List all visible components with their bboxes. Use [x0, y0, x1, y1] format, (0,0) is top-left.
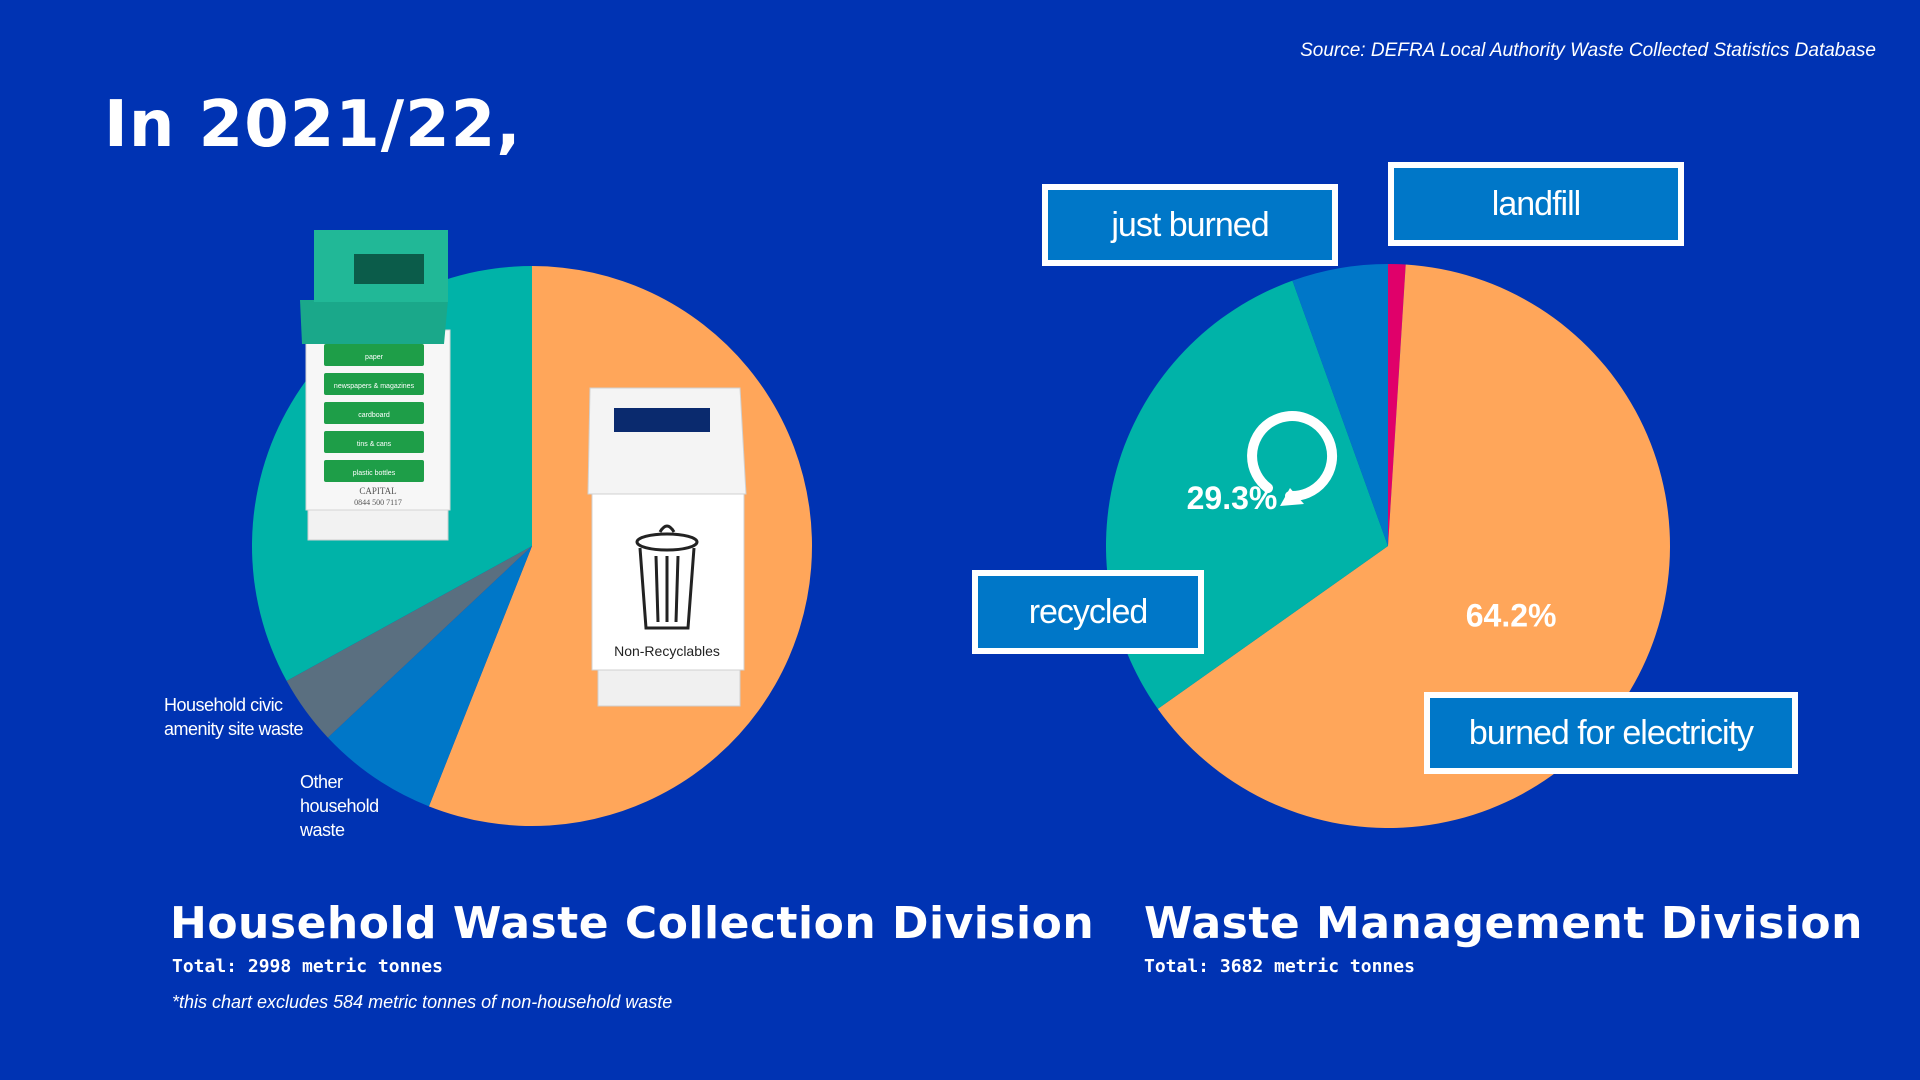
- tag-landfill: landfill: [1388, 162, 1684, 246]
- tag-recycled: recycled: [972, 570, 1204, 654]
- pie-slice-landfill: [1388, 264, 1406, 546]
- pie-slice-other-household-waste: [327, 546, 532, 807]
- pie-label-burned-for-electricity: 64.2%: [1466, 598, 1557, 634]
- bin-label-text: paper: [365, 354, 384, 361]
- tag-burned-for-electricity: burned for electricity: [1424, 692, 1798, 774]
- tag-just-burned: just burned: [1042, 184, 1338, 266]
- non-recyclables-bin-image: Non-Recyclables: [587, 387, 747, 707]
- management-division-title: Waste Management Division: [1144, 898, 1863, 949]
- headline: In 2021/22,: [104, 88, 522, 162]
- bin-brand: CAPITAL: [359, 486, 396, 496]
- bin-label-row: [324, 344, 424, 366]
- management-division-total: Total: 3682 metric tonnes: [1144, 956, 1415, 977]
- bin-phone: 0844 500 7117: [354, 498, 402, 507]
- bin-label-text: tins & cans: [357, 441, 392, 448]
- bin-label-text: plastic bottles: [353, 470, 396, 477]
- recycle-icon: [1247, 411, 1338, 506]
- bin-label-row: [324, 431, 424, 453]
- other-household-label: Other household waste: [300, 772, 379, 840]
- household-division-total: Total: 2998 metric tonnes: [172, 956, 443, 977]
- civic-label: Household civic amenity site waste: [164, 695, 304, 739]
- pie-slice-just-burned: [1292, 264, 1388, 546]
- bin-label-text: newspapers & magazines: [334, 383, 415, 390]
- bin-label: Non-Recyclables: [614, 643, 720, 659]
- bin-label-text: cardboard: [358, 412, 390, 419]
- trash-can-icon: [635, 524, 699, 630]
- household-footnote: *this chart excludes 584 metric tonnes o…: [172, 992, 673, 1012]
- bin-label-row: [324, 460, 424, 482]
- pie-slice-burned-for-electricity: [1157, 264, 1670, 828]
- household-division-title: Household Waste Collection Division: [170, 898, 1095, 949]
- management-pie: 64.2%29.3%: [1106, 264, 1670, 828]
- pie-slice-household-civic-amenity-site-waste: [286, 546, 532, 738]
- bin-label-row: [324, 373, 424, 395]
- source-note: Source: DEFRA Local Authority Waste Coll…: [1300, 40, 1876, 61]
- bin-label-row: [324, 402, 424, 424]
- recycling-bin-image: paper newspapers & magazines cardboard tins…: [300, 230, 451, 541]
